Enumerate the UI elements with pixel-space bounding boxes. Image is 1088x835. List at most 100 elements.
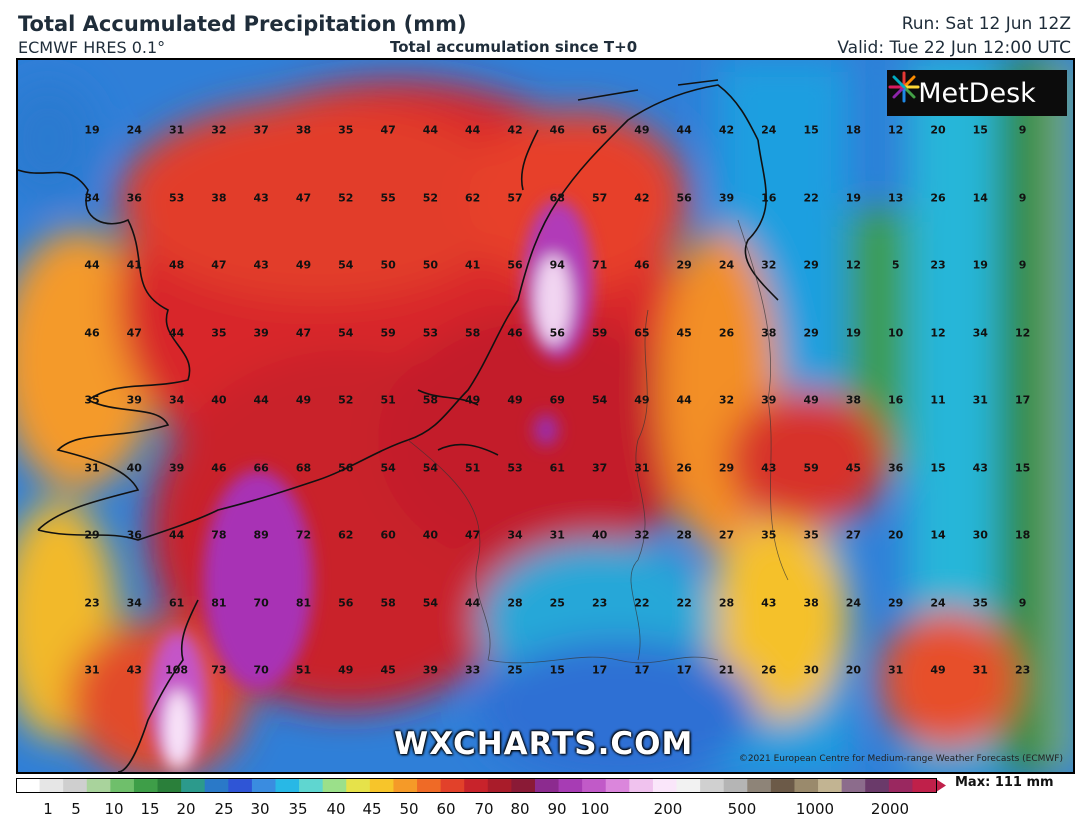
grid-value: 20 [888, 528, 904, 542]
valid-time: Valid: Tue 22 Jun 12:00 UTC [837, 38, 1071, 58]
grid-value: 24 [845, 596, 862, 609]
grid-value: 108 [165, 663, 189, 677]
scale-swatch [629, 779, 654, 792]
scale-swatch [770, 779, 795, 792]
grid-value: 36 [888, 461, 904, 474]
scale-tick-label: 5 [71, 800, 81, 818]
grid-value: 62 [338, 528, 354, 542]
scale-tick-label: 45 [362, 800, 382, 818]
grid-value: 59 [380, 326, 396, 339]
grid-value: 19 [972, 258, 988, 272]
grid-value: 53 [168, 191, 185, 204]
scale-swatch [133, 779, 159, 792]
grid-value: 44 [253, 393, 269, 407]
grid-value: 39 [168, 461, 185, 474]
grid-value: 45 [676, 326, 692, 339]
grid-value: 39 [718, 191, 735, 204]
grid-value: 49 [295, 258, 312, 272]
grid-value: 33 [465, 663, 481, 677]
grid-value: 62 [465, 191, 481, 204]
grid-value: 31 [84, 461, 100, 474]
grid-value: 39 [253, 326, 269, 339]
scale-tick-label: 1 [43, 800, 53, 818]
grid-value: 44 [676, 393, 692, 407]
grid-value: 43 [126, 663, 142, 677]
grid-value: 23 [591, 596, 608, 609]
scale-tick-label: 25 [214, 800, 234, 818]
scale-swatch [865, 779, 890, 792]
grid-value: 39 [422, 663, 439, 677]
max-value-label: Max: 111 mm [955, 775, 1054, 790]
grid-value: 50 [380, 258, 396, 272]
grid-value: 89 [253, 528, 269, 542]
grid-value: 30 [972, 528, 988, 542]
grid-value: 17 [634, 663, 650, 677]
grid-value: 73 [211, 663, 227, 677]
grid-value: 40 [591, 528, 608, 542]
coastlines [18, 79, 779, 772]
scale-tick-label: 15 [140, 800, 160, 818]
grid-value: 23 [1014, 663, 1031, 677]
grid-value: 35 [211, 326, 227, 339]
grid-value: 19 [84, 123, 100, 137]
scale-swatch [464, 779, 489, 792]
grid-value: 45 [845, 461, 862, 474]
grid-value: 81 [295, 596, 312, 609]
scale-swatch [16, 779, 41, 792]
grid-value: 58 [380, 596, 396, 609]
grid-value: 26 [761, 663, 777, 677]
grid-value: 54 [591, 393, 608, 407]
grid-value: 44 [465, 123, 481, 137]
grid-value: 29 [803, 258, 819, 272]
grid-value: 16 [761, 191, 777, 204]
scale-tick-label: 10 [104, 800, 124, 818]
grid-value: 52 [338, 393, 354, 407]
grid-value: 13 [888, 191, 904, 204]
grid-value: 59 [803, 461, 819, 474]
grid-value: 38 [803, 596, 819, 609]
grid-value: 31 [84, 663, 100, 677]
grid-value: 47 [295, 191, 312, 204]
grid-value: 55 [380, 191, 396, 204]
grid-value: 65 [634, 326, 650, 339]
grid-value: 54 [338, 326, 354, 339]
grid-value: 54 [338, 258, 354, 272]
precipitation-field [18, 60, 1073, 772]
grid-value: 56 [338, 461, 354, 474]
scale-swatch [794, 779, 819, 792]
scale-swatch [652, 779, 678, 792]
grid-value: 23 [84, 596, 100, 609]
scale-swatch [39, 779, 64, 792]
grid-value: 44 [465, 596, 481, 609]
scale-swatch [912, 779, 937, 792]
grid-value: 24 [718, 258, 735, 272]
grid-value: 12 [930, 326, 946, 339]
scale-swatch [700, 779, 725, 792]
scale-swatch [63, 779, 88, 792]
grid-value: 12 [1014, 326, 1031, 339]
scale-swatch [204, 779, 229, 792]
grid-value: 39 [126, 393, 142, 407]
scale-tick-label: 30 [250, 800, 270, 818]
grid-value: 47 [211, 258, 227, 272]
grid-value: 38 [761, 326, 777, 339]
grid-value: 68 [549, 191, 565, 204]
grid-value: 15 [803, 123, 819, 137]
grid-value: 16 [888, 393, 904, 407]
grid-value: 26 [676, 461, 692, 474]
grid-value: 44 [168, 326, 185, 339]
grid-value: 49 [507, 393, 523, 407]
scale-swatch [747, 779, 772, 792]
grid-value: 35 [972, 596, 988, 609]
scale-tick-label: 2000 [870, 800, 910, 818]
grid-value: 36 [126, 191, 142, 204]
grid-value: 70 [253, 596, 269, 609]
grid-value: 29 [803, 326, 819, 339]
grid-value: 31 [972, 393, 988, 407]
grid-value: 31 [168, 123, 185, 137]
chart-title: Total Accumulated Precipitation (mm) [18, 12, 467, 36]
grid-value: 17 [1014, 393, 1031, 407]
grid-value: 57 [591, 191, 608, 204]
colour-scale-bar [16, 778, 946, 793]
grid-value: 24 [761, 123, 777, 137]
